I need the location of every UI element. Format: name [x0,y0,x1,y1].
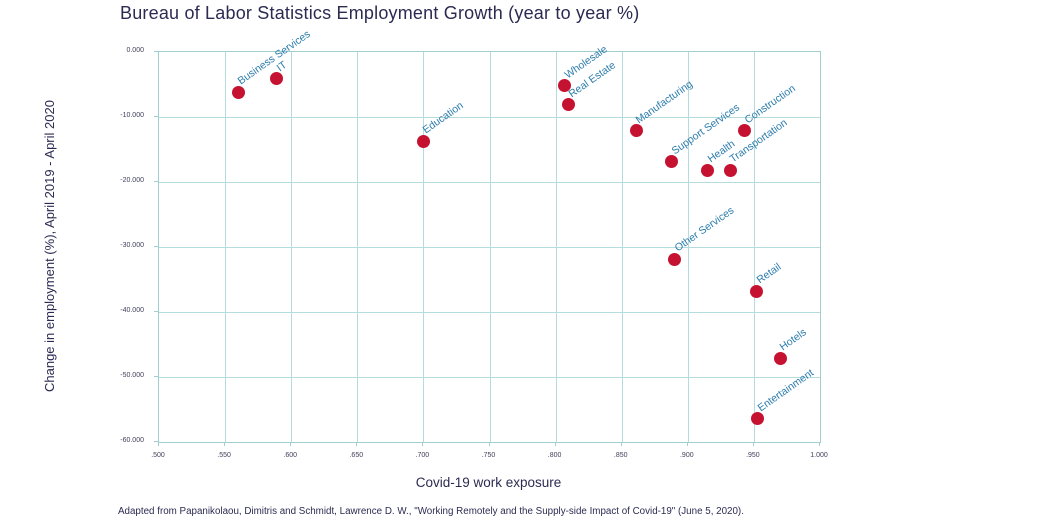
data-point [562,98,576,112]
y-tick-label: -30.000 [120,242,144,249]
x-tick-mark [752,442,754,446]
x-tick-mark [290,442,292,446]
x-tick-mark [554,442,556,446]
chart-title: Bureau of Labor Statistics Employment Gr… [120,3,640,23]
data-point-label: Education [420,99,467,137]
x-tick-label: .700 [415,452,430,459]
x-tick-mark [356,442,358,446]
x-tick-mark [620,442,622,446]
y-gridline [159,377,820,378]
y-tick-mark [154,376,158,377]
x-tick-label: .900 [679,452,694,459]
data-point [668,252,682,266]
x-tick-label: 1.000 [810,452,828,459]
x-tick-mark [686,442,688,446]
data-point [738,124,752,138]
y-tick-label: -20.000 [120,177,144,184]
y-tick-label: -10.000 [120,112,144,119]
data-point-label: Transportation [727,117,790,166]
x-tick-mark [158,442,159,446]
data-point-label: Entertainment [755,366,816,414]
data-point [750,284,764,298]
data-point-label: Manufacturing [633,77,696,126]
y-tick-mark [154,441,158,442]
chart-footnote: Adapted from Papanikolaou, Dimitris and … [118,506,744,517]
x-tick-mark [488,442,490,446]
x-tick-label: .600 [283,452,297,459]
data-point [629,124,643,138]
data-point [270,72,284,86]
y-gridline [159,312,820,313]
x-tick-label: .800 [547,452,562,459]
data-point [416,134,430,148]
y-axis-title: Change in employment (%), April 2019 - A… [42,100,57,392]
y-tick-mark [154,246,158,247]
y-tick-mark [154,116,158,117]
data-point [558,79,572,93]
y-gridline [159,247,820,248]
y-tick-label: -50.000 [120,372,144,379]
x-tick-mark [422,442,424,446]
data-point [665,155,679,169]
x-tick-label: .550 [217,452,231,459]
x-tick-label: .650 [349,452,364,459]
y-tick-mark [154,311,158,312]
data-point-label: Hotels [777,326,810,354]
x-tick-label: .500 [151,452,165,459]
x-tick-mark [224,442,226,446]
data-point [773,351,787,365]
data-point [751,412,765,426]
x-axis-title: Covid-19 work exposure [415,475,562,490]
y-gridline [159,117,820,118]
data-point [723,163,737,177]
y-tick-label: 0.000 [126,47,144,54]
plot-area: Business Services IT Education Wholesale Rea… [158,28,821,443]
data-point-label: Retail [754,261,783,287]
data-point-label: Construction [742,82,798,126]
x-tick-label: .750 [481,452,496,459]
x-tick-label: .950 [746,452,760,459]
y-tick-mark [154,51,158,52]
y-tick-mark [154,181,158,182]
y-tick-label: -60.000 [120,437,144,444]
data-point [231,85,245,99]
x-tick-mark [819,442,820,446]
y-tick-label: -40.000 [120,307,144,314]
data-point [701,163,715,177]
y-gridline [159,182,820,183]
x-tick-label: .850 [613,452,628,459]
